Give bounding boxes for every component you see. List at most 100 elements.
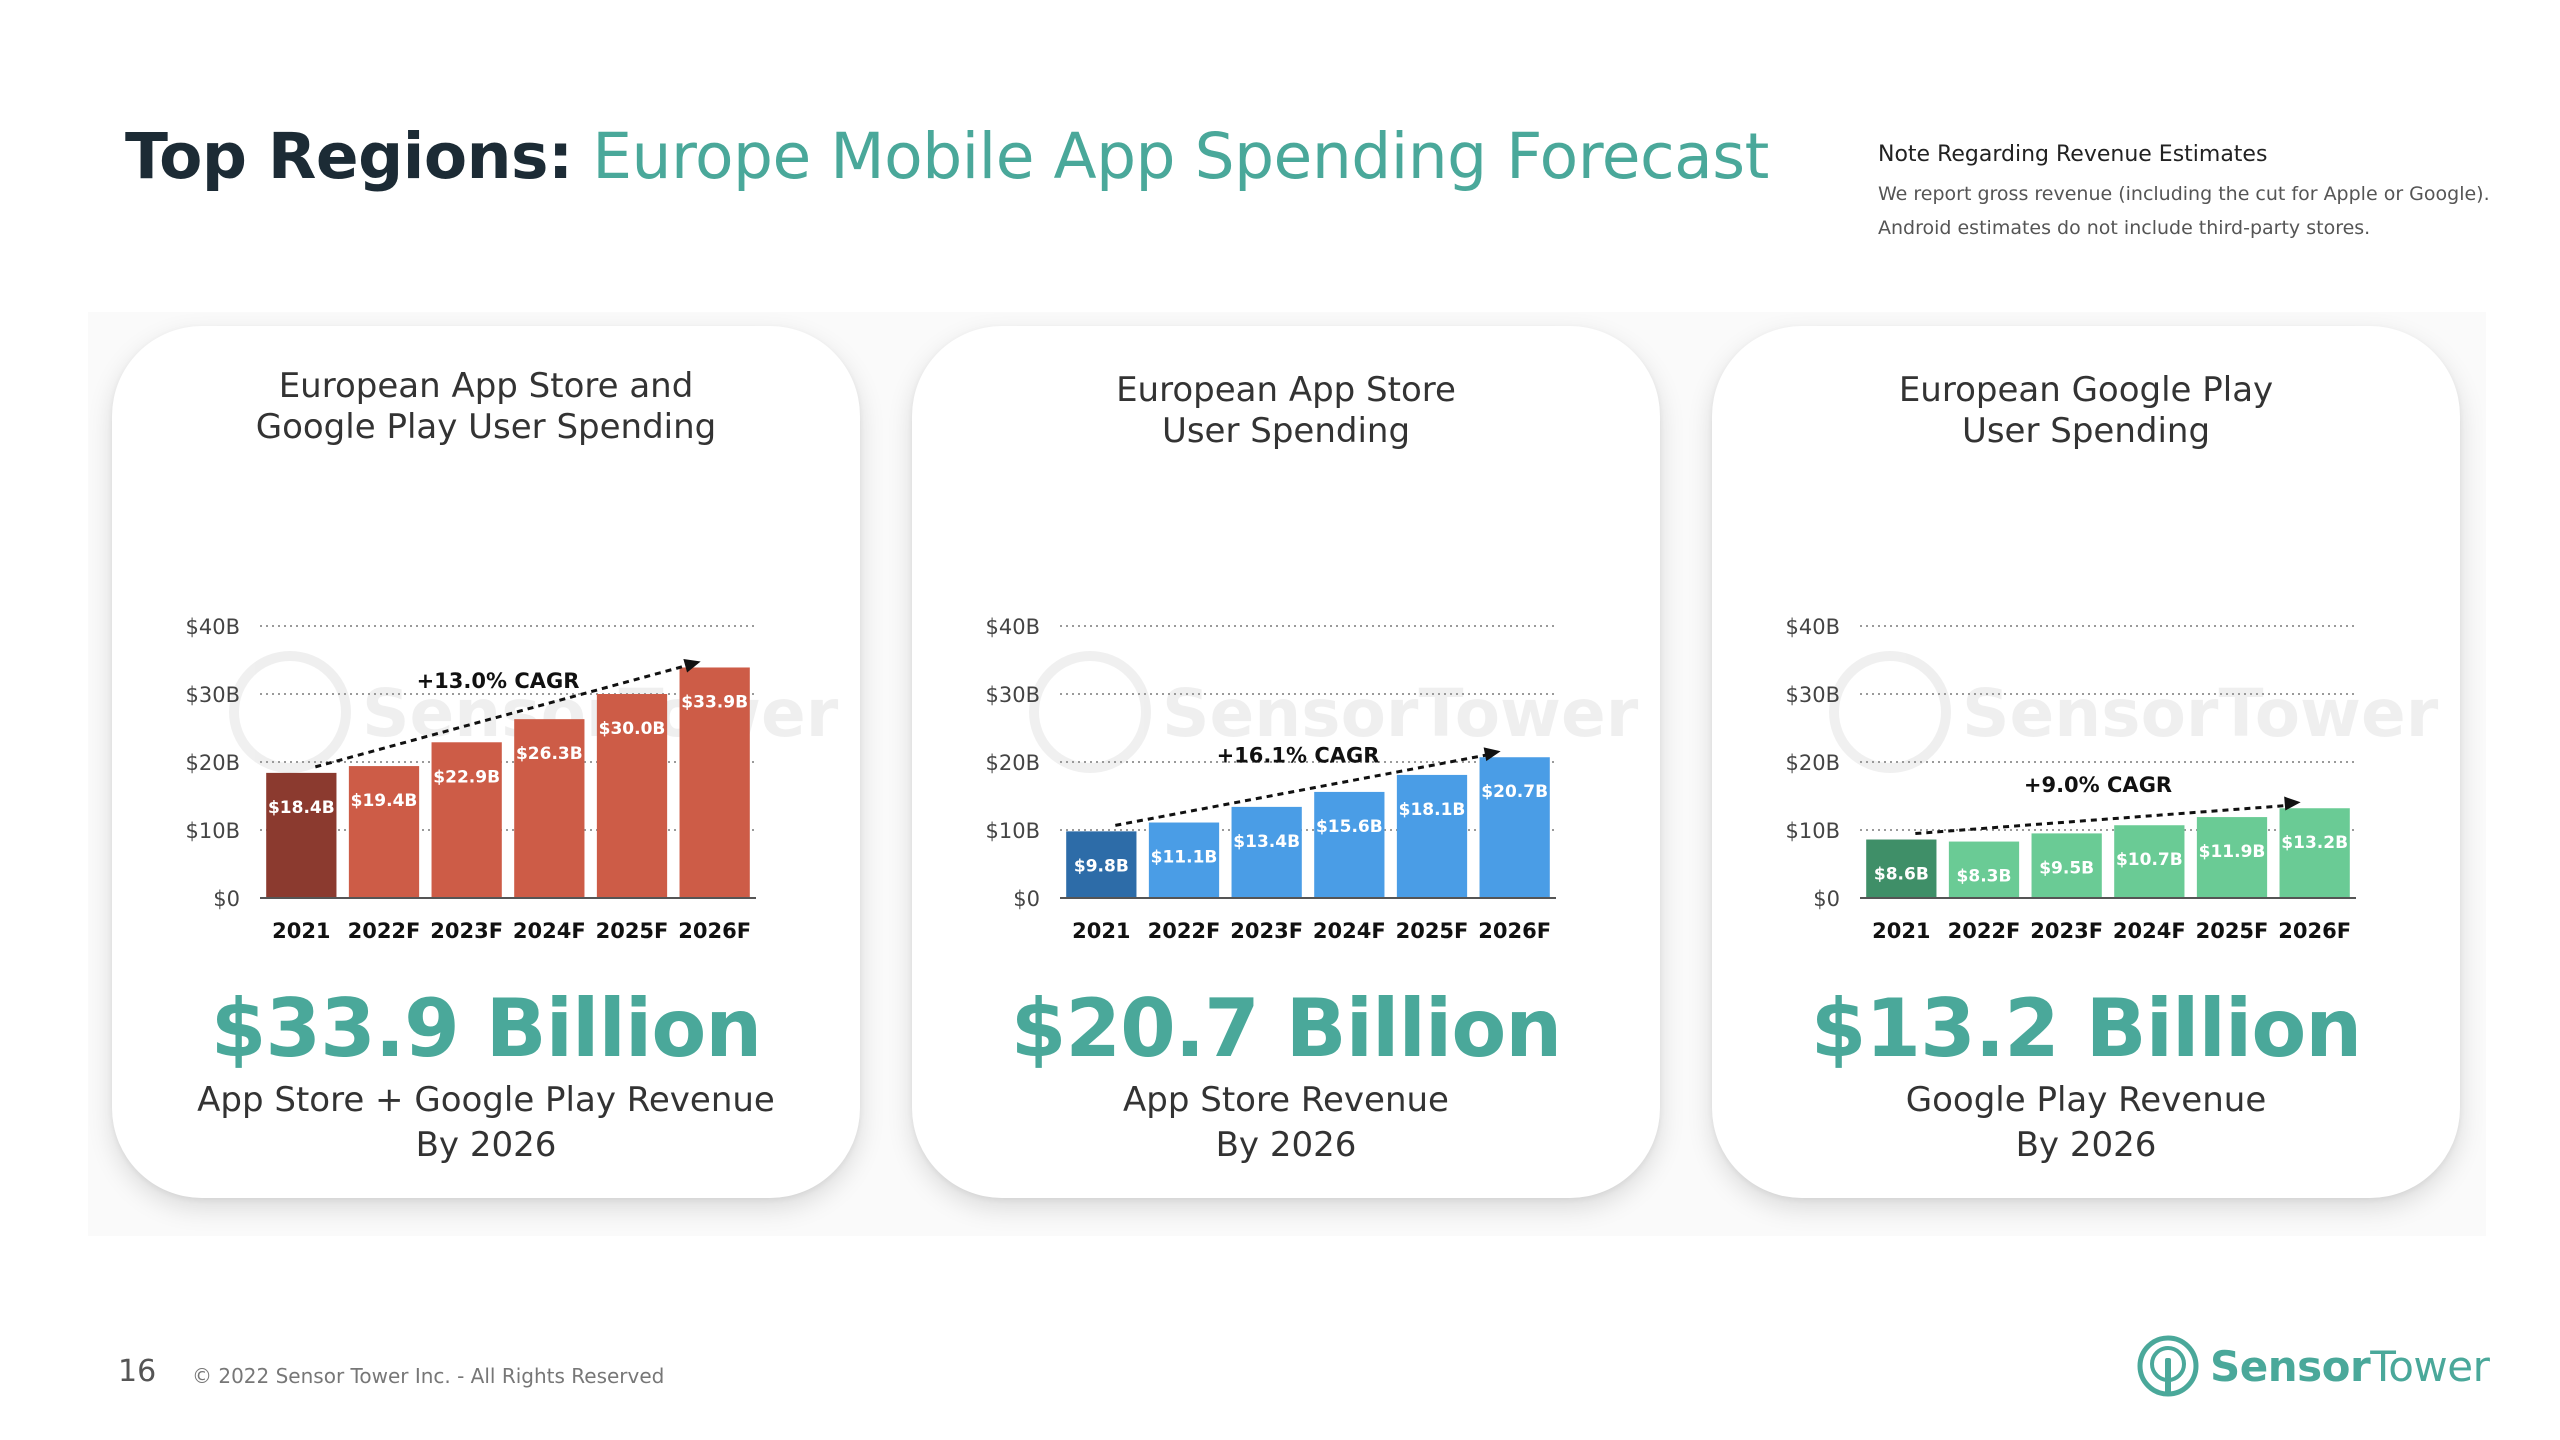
x-tick-label: 2022F — [1148, 919, 1221, 943]
card-subtitle: App Store Revenue By 2026 — [912, 1078, 1660, 1168]
cagr-arrow-head — [683, 658, 701, 673]
x-tick-label: 2025F — [596, 919, 669, 943]
x-tick-label: 2026F — [1478, 919, 1551, 943]
y-tick-label: $10B — [186, 819, 241, 843]
bar-2026F — [679, 667, 750, 898]
chart-app-store: SensorTower $0 $10B $20B $30B $40B $9.8B 2021 $1… — [986, 615, 1639, 943]
bar-2023F — [1231, 806, 1302, 898]
y-tick-label: $10B — [1786, 819, 1841, 843]
y-tick-label: $20B — [986, 751, 1041, 775]
watermark-logo-icon — [1029, 651, 1151, 773]
note-line-2: Android estimates do not include third-p… — [1878, 217, 2371, 239]
x-tick-label: 2024F — [2113, 919, 2186, 943]
cagr-annotation: +9.0% CAGR — [2024, 773, 2172, 797]
cagr-arrow-line — [314, 663, 692, 769]
bar-2025F — [2196, 817, 2268, 898]
card-app-store: European App Store User Spending SensorT… — [912, 326, 1660, 1198]
card-subtitle-line-2: By 2026 — [415, 1125, 557, 1165]
card-subtitle-line-2: By 2026 — [1215, 1125, 1357, 1165]
card-title-line-1: European App Store and — [278, 366, 694, 406]
brand-name-regular: Tower — [2370, 1341, 2490, 1391]
bar-2025F — [1396, 774, 1468, 898]
copyright: © 2022 Sensor Tower Inc. - All Rights Re… — [192, 1364, 665, 1388]
big-value: $13.2 Billion — [1810, 982, 2362, 1075]
watermark-logo-icon — [1829, 651, 1951, 773]
data-label: $18.4B — [268, 798, 335, 818]
note-heading: Note Regarding Revenue Estimates — [1878, 142, 2268, 167]
card-title: European Google Play User Spending — [1712, 370, 2460, 452]
data-label: $11.1B — [1151, 848, 1218, 868]
y-tick-label: $20B — [1786, 751, 1841, 775]
card-title-line-2: User Spending — [1161, 411, 1411, 451]
data-label: $10.7B — [2116, 850, 2183, 870]
card-subtitle-line-1: Google Play Revenue — [1905, 1080, 2267, 1120]
bar-2023F — [2031, 833, 2102, 898]
data-label: $13.2B — [2281, 833, 2348, 853]
data-label: $9.8B — [1074, 856, 1129, 876]
data-label: $22.9B — [433, 767, 500, 787]
card-title-line-1: European App Store — [1116, 370, 1456, 410]
data-label: $13.4B — [1233, 832, 1300, 852]
note-line-1: We report gross revenue (including the c… — [1878, 183, 2490, 205]
bar-2021 — [1066, 831, 1137, 898]
y-tick-label: $40B — [1786, 615, 1841, 639]
data-label: $33.9B — [681, 692, 748, 712]
cagr-arrow-line — [1115, 752, 1491, 827]
y-tick-label: $20B — [186, 751, 241, 775]
card-combined: European App Store and Google Play User … — [112, 326, 860, 1198]
watermark: SensorTower — [1029, 651, 1639, 773]
page-number: 16 — [118, 1354, 157, 1389]
x-tick-label: 2023F — [2030, 919, 2103, 943]
big-value: $33.9 Billion — [210, 982, 762, 1075]
card-title: European App Store User Spending — [912, 370, 1660, 452]
watermark: SensorTower — [1829, 651, 2439, 773]
bar-2021 — [1866, 839, 1937, 898]
bar-2024F — [1314, 791, 1385, 898]
cagr-arrow-line — [1915, 803, 2291, 836]
bar-2022F — [348, 766, 420, 898]
bar-2022F — [1948, 841, 2020, 898]
data-label: $11.9B — [2199, 842, 2266, 862]
data-label: $15.6B — [1316, 817, 1383, 837]
card-subtitle: App Store + Google Play Revenue By 2026 — [112, 1078, 860, 1168]
x-tick-label: 2022F — [1948, 919, 2021, 943]
bar-2021 — [266, 772, 337, 898]
sensor-tower-logo-icon — [2137, 1335, 2199, 1397]
watermark-text: SensorTower — [1162, 675, 1639, 752]
x-tick-label: 2024F — [1313, 919, 1386, 943]
bar-2023F — [431, 742, 502, 898]
y-tick-label: $0 — [213, 887, 240, 911]
page-title: Top Regions: Europe Mobile App Spending … — [125, 120, 1769, 193]
card-subtitle: Google Play Revenue By 2026 — [1712, 1078, 2460, 1168]
bar-2022F — [1148, 822, 1220, 898]
x-tick-label: 2025F — [1396, 919, 1469, 943]
x-tick-label: 2021 — [1072, 919, 1130, 943]
data-label: $20.7B — [1481, 782, 1548, 802]
card-subtitle-line-1: App Store Revenue — [1123, 1080, 1449, 1120]
bar-2024F — [514, 719, 585, 898]
cagr-arrow-head — [2284, 796, 2301, 811]
bar-2024F — [2114, 825, 2185, 898]
chart-combined: SensorTower$0$10B$20B$30B$40B$18.4B2021$… — [186, 615, 839, 943]
data-label: $30.0B — [599, 719, 666, 739]
x-tick-label: 2026F — [2278, 919, 2351, 943]
x-tick-label: 2022F — [348, 919, 421, 943]
title-light: Europe Mobile App Spending Forecast — [592, 120, 1769, 193]
cagr-arrow-head — [1483, 747, 1501, 762]
data-label: $9.5B — [2039, 858, 2094, 878]
brand-name: SensorTower — [2210, 1341, 2490, 1391]
x-tick-label: 2023F — [1230, 919, 1303, 943]
sensor-tower-logo: SensorTower — [2136, 1334, 2490, 1398]
data-label: $8.3B — [1957, 867, 2012, 887]
y-tick-label: $10B — [986, 819, 1041, 843]
watermark-logo-icon — [229, 651, 351, 773]
revenue-note: Note Regarding Revenue Estimates We repo… — [1878, 142, 2518, 245]
chart-google-play: SensorTower $0 $10B $20B $30B $40B $8.6B 2021 $8… — [1786, 615, 2439, 943]
title-bold: Top Regions: — [125, 120, 573, 193]
watermark-text: SensorTower — [1962, 675, 2439, 752]
cagr-annotation: +13.0% CAGR — [417, 669, 580, 693]
data-label: $8.6B — [1874, 865, 1929, 885]
y-tick-label: $30B — [186, 683, 241, 707]
data-label: $26.3B — [516, 744, 583, 764]
x-tick-label: 2025F — [2196, 919, 2269, 943]
